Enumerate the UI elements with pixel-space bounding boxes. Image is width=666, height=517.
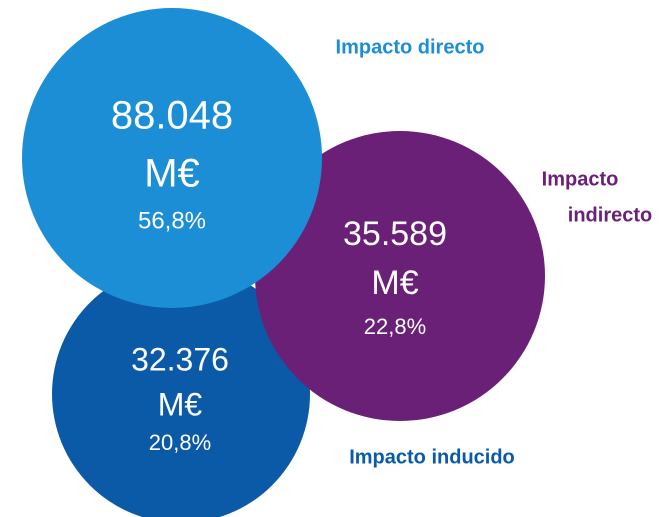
amount: 32.376	[131, 341, 229, 377]
unit: M€	[158, 386, 203, 422]
label: indirecto	[568, 204, 652, 226]
direct-bubble	[22, 8, 322, 308]
share: 20,8%	[149, 430, 211, 455]
label: Impacto inducido	[349, 446, 515, 468]
unit: M€	[144, 152, 200, 196]
share: 22,8%	[364, 314, 426, 339]
label: Impacto	[542, 168, 619, 190]
induced-bubble	[52, 265, 310, 517]
indirect-bubble	[255, 131, 545, 421]
share: 56,8%	[138, 207, 206, 234]
amount: 35.589	[343, 215, 447, 253]
label: Impacto directo	[336, 36, 485, 58]
amount: 88.048	[111, 94, 233, 138]
unit: M€	[371, 264, 418, 302]
